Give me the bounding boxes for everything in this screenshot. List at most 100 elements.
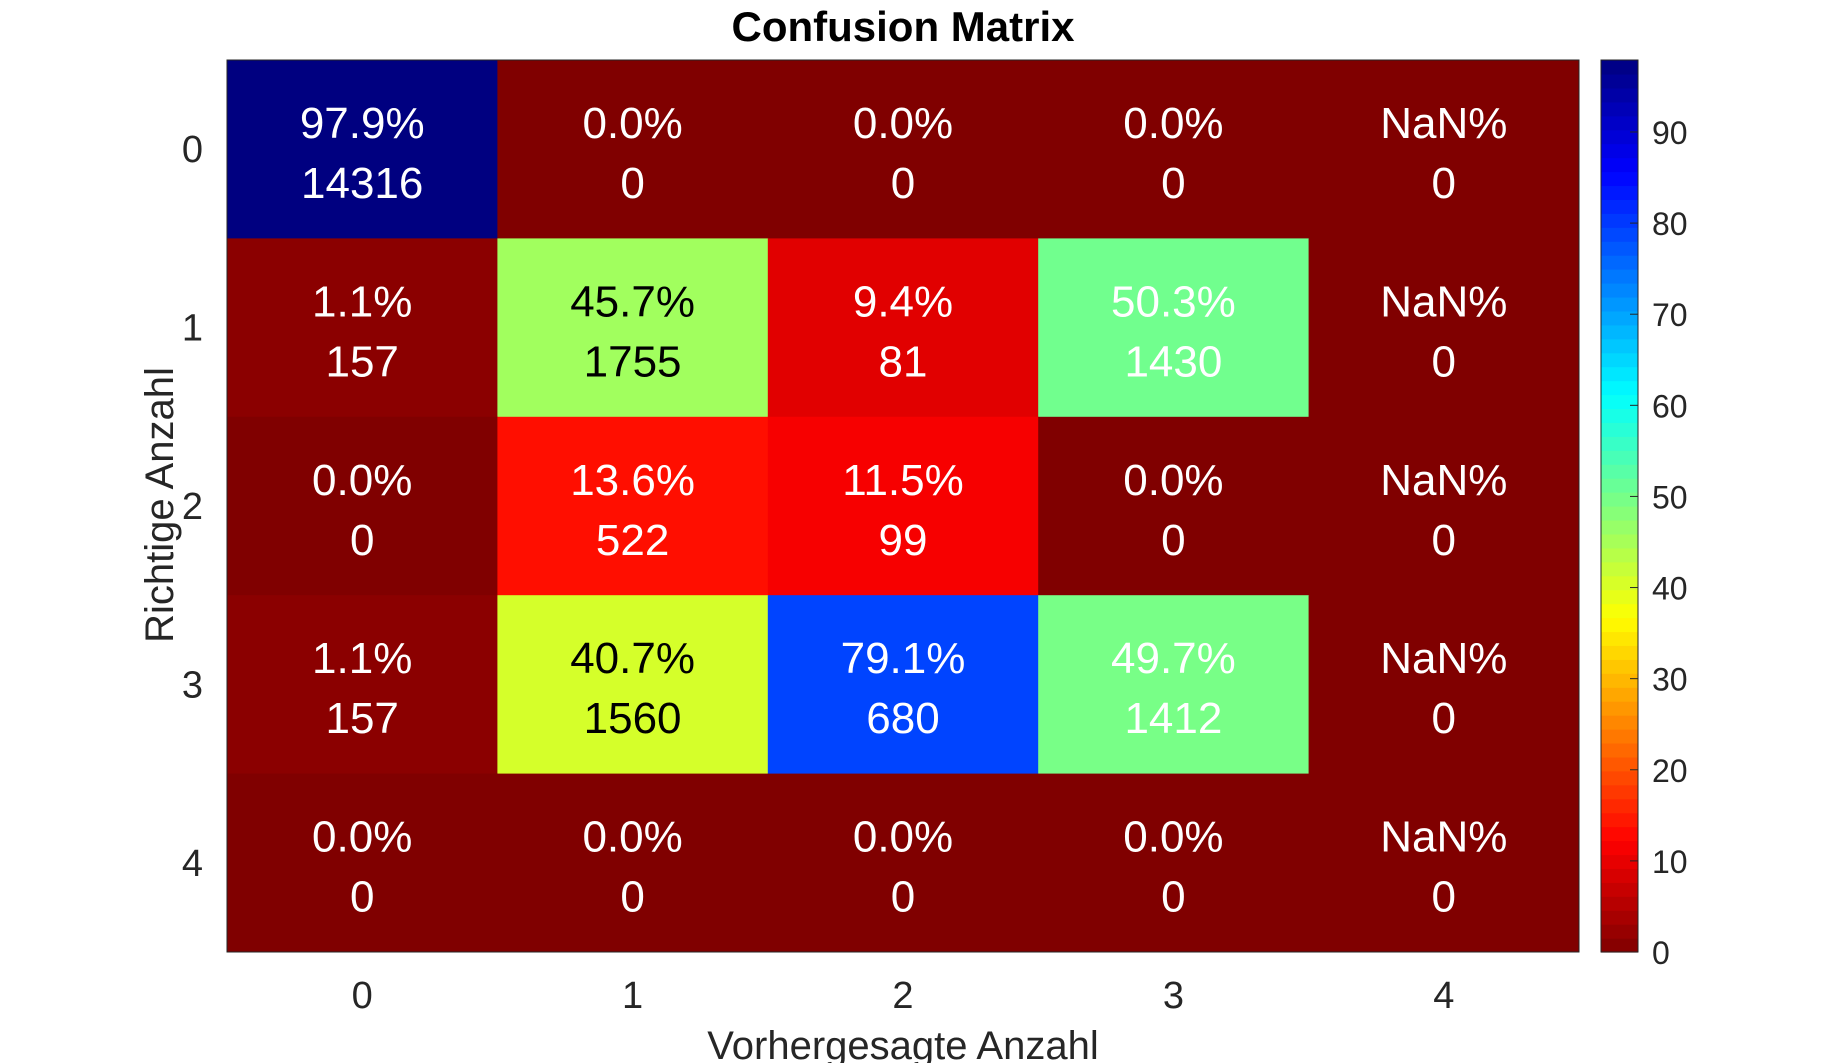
colorbar-segment bbox=[1601, 255, 1638, 270]
colorbar-tick-label: 10 bbox=[1652, 844, 1688, 880]
colorbar-segment bbox=[1601, 283, 1638, 298]
colorbar-segment bbox=[1601, 896, 1638, 911]
colorbar-segment bbox=[1601, 798, 1638, 814]
cell-count-label: 0 bbox=[1432, 694, 1456, 743]
colorbar-segment bbox=[1601, 589, 1638, 605]
colorbar-segment bbox=[1601, 227, 1638, 242]
cell-count-label: 81 bbox=[879, 337, 928, 386]
cell-count-label: 0 bbox=[620, 159, 644, 208]
cell-4-3 bbox=[1038, 773, 1310, 953]
colorbar-segment bbox=[1601, 533, 1638, 549]
cell-count-label: 157 bbox=[325, 337, 398, 386]
cell-percent-label: 0.0% bbox=[1123, 813, 1223, 862]
cell-3-0 bbox=[227, 595, 498, 775]
plot-border bbox=[226, 59, 1580, 953]
colorbar-segment bbox=[1601, 269, 1638, 284]
colorbar-segment bbox=[1601, 742, 1638, 758]
colorbar-segment bbox=[1601, 394, 1638, 410]
cell-percent-label: 0.0% bbox=[312, 456, 412, 505]
colorbar-segment bbox=[1601, 73, 1638, 89]
colorbar-segment bbox=[1601, 519, 1638, 535]
cell-percent-label: NaN% bbox=[1380, 813, 1507, 862]
colorbar-segment bbox=[1601, 171, 1638, 187]
colorbar-segment bbox=[1601, 157, 1638, 173]
colorbar-segment bbox=[1601, 910, 1638, 925]
colorbar-segment bbox=[1601, 143, 1638, 159]
cell-count-label: 0 bbox=[891, 159, 915, 208]
cell-percent-label: 9.4% bbox=[853, 277, 953, 326]
cell-percent-label: 0.0% bbox=[582, 813, 682, 862]
colorbar-segment bbox=[1601, 506, 1638, 521]
cell-3-4 bbox=[1308, 595, 1580, 775]
colorbar-tick-label: 30 bbox=[1652, 662, 1688, 698]
colorbar-segment bbox=[1601, 938, 1638, 953]
cell-2-4 bbox=[1308, 416, 1580, 596]
cell-percent-label: 0.0% bbox=[582, 99, 682, 148]
colorbar-segment bbox=[1601, 129, 1638, 145]
cell-percent-label: NaN% bbox=[1380, 634, 1507, 683]
colorbar-segment bbox=[1601, 617, 1638, 633]
cell-count-label: 0 bbox=[891, 873, 915, 922]
cell-count-label: 0 bbox=[1432, 337, 1456, 386]
cell-0-2 bbox=[767, 60, 1039, 239]
cell-count-label: 99 bbox=[879, 516, 928, 565]
y-axis-ticks: 0 1 2 3 4 bbox=[182, 129, 203, 885]
x-tick-label: 0 bbox=[352, 975, 373, 1017]
colorbar-tick-label: 80 bbox=[1652, 206, 1688, 242]
colorbar-segment bbox=[1601, 101, 1638, 117]
cell-1-4 bbox=[1308, 238, 1580, 418]
colorbar-segment bbox=[1601, 631, 1638, 646]
cell-count-label: 0 bbox=[1161, 159, 1185, 208]
colorbar-segment bbox=[1601, 673, 1638, 688]
colorbar-segment bbox=[1601, 784, 1638, 800]
heatmap-cells: 97.9% 14316 0.0% 0 0.0% 0 0.0% 0 NaN% 0 1.1% 157 45.… bbox=[226, 59, 1580, 953]
colorbar-segment bbox=[1601, 338, 1638, 354]
colorbar-segment bbox=[1601, 645, 1638, 660]
colorbar-segment bbox=[1601, 296, 1638, 312]
x-tick-label: 4 bbox=[1433, 975, 1454, 1017]
colorbar-segment bbox=[1601, 213, 1638, 228]
x-axis-label: Vorhergesagte Anzahl bbox=[707, 1024, 1098, 1063]
colorbar-segment bbox=[1601, 687, 1638, 702]
cell-4-0 bbox=[227, 773, 498, 953]
colorbar-segment bbox=[1601, 715, 1638, 730]
colorbar-border bbox=[1600, 59, 1639, 953]
cell-count-label: 1412 bbox=[1124, 694, 1222, 743]
cell-percent-label: 11.5% bbox=[842, 456, 964, 505]
y-tick-label: 2 bbox=[182, 486, 203, 528]
colorbar-tick-label: 50 bbox=[1652, 479, 1688, 515]
cell-count-label: 522 bbox=[596, 516, 669, 565]
cell-count-label: 0 bbox=[1432, 516, 1456, 565]
cell-0-1 bbox=[497, 60, 769, 239]
cell-1-2 bbox=[767, 238, 1039, 418]
cell-percent-label: 79.1% bbox=[841, 634, 966, 683]
y-axis-label: Richtige Anzahl bbox=[138, 367, 182, 643]
cell-2-3 bbox=[1038, 416, 1310, 596]
colorbar-tick-label: 60 bbox=[1652, 388, 1688, 424]
cell-1-0 bbox=[227, 238, 498, 418]
x-tick-label: 1 bbox=[622, 975, 643, 1017]
cell-count-label: 0 bbox=[1432, 873, 1456, 922]
colorbar-segment bbox=[1601, 729, 1638, 744]
cell-percent-label: 49.7% bbox=[1111, 634, 1236, 683]
cell-count-label: 1755 bbox=[584, 337, 682, 386]
colorbar-segment bbox=[1601, 87, 1638, 103]
cell-percent-label: 40.7% bbox=[570, 634, 695, 683]
cell-count-label: 0 bbox=[1161, 873, 1185, 922]
cell-4-4 bbox=[1308, 773, 1580, 953]
cell-count-label: 0 bbox=[350, 873, 374, 922]
cell-4-1 bbox=[497, 773, 769, 953]
colorbar-segment bbox=[1601, 756, 1638, 772]
colorbar-segment bbox=[1601, 380, 1638, 396]
colorbar-segment bbox=[1601, 547, 1638, 563]
colorbar-tick-label: 40 bbox=[1652, 571, 1688, 607]
cell-count-label: 157 bbox=[325, 694, 398, 743]
cell-percent-label: 13.6% bbox=[570, 456, 695, 505]
cell-3-3 bbox=[1038, 595, 1310, 775]
colorbar-tick-label: 0 bbox=[1652, 935, 1670, 971]
colorbar-segment bbox=[1601, 603, 1638, 619]
cell-percent-label: 1.1% bbox=[312, 277, 412, 326]
cell-3-1 bbox=[497, 595, 769, 775]
cell-count-label: 0 bbox=[350, 516, 374, 565]
cell-percent-label: 0.0% bbox=[853, 99, 953, 148]
